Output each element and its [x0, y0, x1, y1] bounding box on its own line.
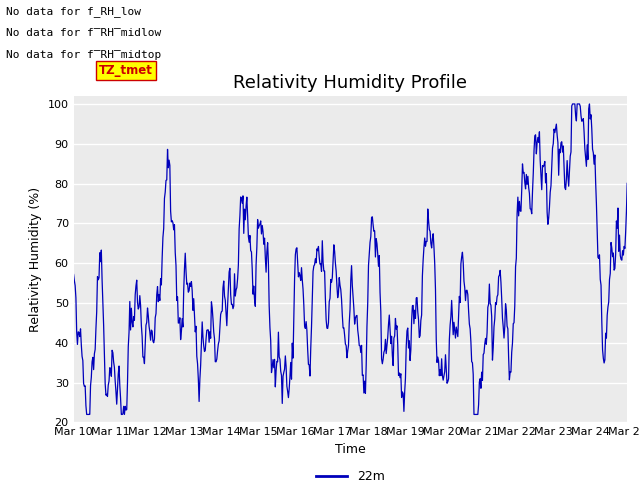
- Legend: 22m: 22m: [311, 465, 390, 480]
- Title: Relativity Humidity Profile: Relativity Humidity Profile: [234, 73, 467, 92]
- Y-axis label: Relativity Humidity (%): Relativity Humidity (%): [29, 187, 42, 332]
- Text: No data for f̅RH̅midlow: No data for f̅RH̅midlow: [6, 28, 162, 38]
- Text: No data for f_RH_low: No data for f_RH_low: [6, 6, 141, 17]
- Text: No data for f̅RH̅midtop: No data for f̅RH̅midtop: [6, 49, 162, 60]
- X-axis label: Time: Time: [335, 443, 366, 456]
- Text: TZ_tmet: TZ_tmet: [99, 64, 153, 77]
